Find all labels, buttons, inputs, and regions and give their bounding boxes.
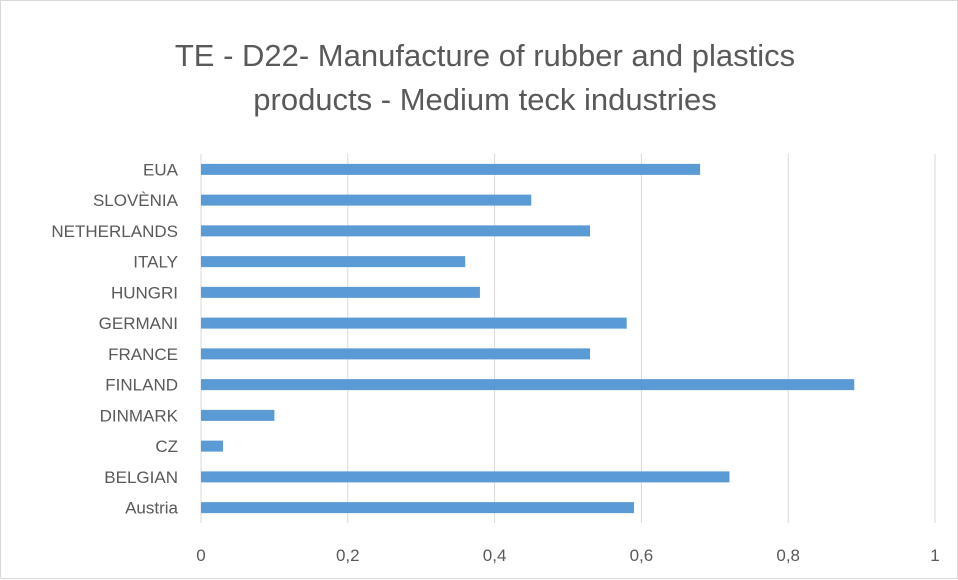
category-label-10: BELGIAN <box>104 468 178 487</box>
bar-1 <box>201 194 532 206</box>
category-label-9: CZ <box>155 437 178 456</box>
bar-5 <box>201 317 627 329</box>
category-label-4: HUNGRI <box>111 283 178 302</box>
chart-title-line-1: TE - D22- Manufacture of rubber and plas… <box>175 38 795 73</box>
x-tick-label-5: 1 <box>930 546 939 565</box>
category-label-1: SLOVÈNIA <box>93 191 179 210</box>
bar-10 <box>201 471 730 483</box>
bar-7 <box>201 379 855 391</box>
gridlines <box>200 154 936 523</box>
bar-2 <box>201 225 591 237</box>
bar-4 <box>201 286 480 298</box>
chart-title-line-2: products - Medium teck industries <box>253 82 716 117</box>
category-label-7: FINLAND <box>105 376 178 395</box>
x-tick-labels: 0 0,2 0,4 0,6 0,8 1 <box>196 546 939 565</box>
x-tick-label-3: 0,6 <box>630 546 654 565</box>
category-labels: EUA SLOVÈNIA NETHERLANDS ITALY HUNGRI GERMANI… <box>51 160 178 517</box>
x-tick-label-4: 0,8 <box>776 546 800 565</box>
category-label-8: DINMARK <box>100 406 179 425</box>
bar-0 <box>201 163 701 175</box>
x-tick-label-2: 0,4 <box>483 546 507 565</box>
bars <box>201 163 855 514</box>
bar-8 <box>201 409 275 421</box>
bar-9 <box>201 440 224 452</box>
bar-6 <box>201 348 591 360</box>
category-label-6: FRANCE <box>108 345 178 364</box>
bar-3 <box>201 256 466 268</box>
x-tick-label-1: 0,2 <box>336 546 360 565</box>
category-label-5: GERMANI <box>99 314 178 333</box>
x-tick-label-0: 0 <box>196 546 205 565</box>
category-label-3: ITALY <box>133 253 178 272</box>
bar-11 <box>201 502 635 514</box>
category-label-2: NETHERLANDS <box>51 222 178 241</box>
category-label-11: Austria <box>125 499 178 518</box>
category-label-0: EUA <box>143 160 179 179</box>
